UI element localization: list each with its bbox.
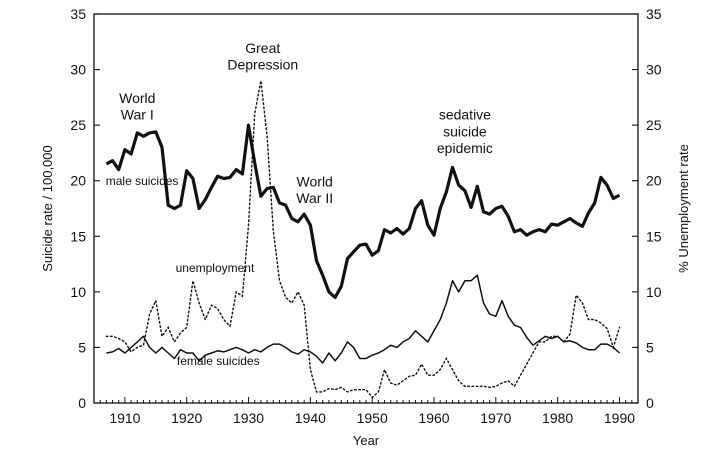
x-tick-label: 1950 bbox=[357, 410, 388, 426]
chart-annotation: War II bbox=[296, 190, 333, 206]
chart-annotation: Depression bbox=[227, 57, 298, 73]
chart-annotation: suicide bbox=[443, 123, 487, 139]
x-tick-label: 1920 bbox=[171, 410, 202, 426]
y-right-tick-label: 0 bbox=[646, 395, 654, 411]
chart-annotation: unemployment bbox=[176, 261, 255, 275]
y-left-tick-label: 15 bbox=[70, 228, 86, 244]
x-tick-label: 1990 bbox=[604, 410, 635, 426]
chart-annotation: War I bbox=[121, 107, 154, 123]
x-tick-label: 1970 bbox=[480, 410, 511, 426]
x-tick-label: 1910 bbox=[109, 410, 140, 426]
y-left-tick-label: 10 bbox=[70, 284, 86, 300]
x-tick-label: 1940 bbox=[295, 410, 326, 426]
y-left-axis-title: Suicide rate / 100,000 bbox=[40, 145, 55, 271]
y-right-tick-label: 30 bbox=[646, 62, 662, 78]
x-tick-label: 1930 bbox=[233, 410, 264, 426]
x-tick-label: 1980 bbox=[542, 410, 573, 426]
chart-annotation: World bbox=[119, 90, 155, 106]
y-right-tick-label: 25 bbox=[646, 117, 662, 133]
y-right-tick-label: 15 bbox=[646, 228, 662, 244]
chart-annotation: World bbox=[297, 173, 333, 189]
y-left-tick-label: 25 bbox=[70, 117, 86, 133]
x-tick-label: 1960 bbox=[418, 410, 449, 426]
y-left-tick-label: 5 bbox=[78, 339, 86, 355]
chart-annotation: sedative bbox=[439, 107, 491, 123]
y-left-tick-label: 0 bbox=[78, 395, 86, 411]
y-right-axis-title: % Unemployment rate bbox=[676, 144, 691, 273]
y-right-tick-label: 5 bbox=[646, 339, 654, 355]
y-left-tick-label: 20 bbox=[70, 173, 86, 189]
series-line-unemployment bbox=[105, 80, 621, 399]
chart-annotation: epidemic bbox=[437, 140, 493, 156]
x-axis-title: Year bbox=[353, 433, 380, 448]
chart-annotation: Great bbox=[245, 40, 280, 56]
y-left-tick-label: 30 bbox=[70, 62, 86, 78]
series-line-male-suicides bbox=[105, 123, 621, 299]
y-right-tick-label: 10 bbox=[646, 284, 662, 300]
y-left-tick-label: 35 bbox=[70, 6, 86, 22]
series-line-female-suicides bbox=[106, 274, 621, 364]
chart-annotation: female suicides bbox=[177, 354, 260, 368]
y-right-tick-label: 35 bbox=[646, 6, 662, 22]
chart-annotation: male suicides bbox=[106, 174, 179, 188]
y-right-tick-label: 20 bbox=[646, 173, 662, 189]
